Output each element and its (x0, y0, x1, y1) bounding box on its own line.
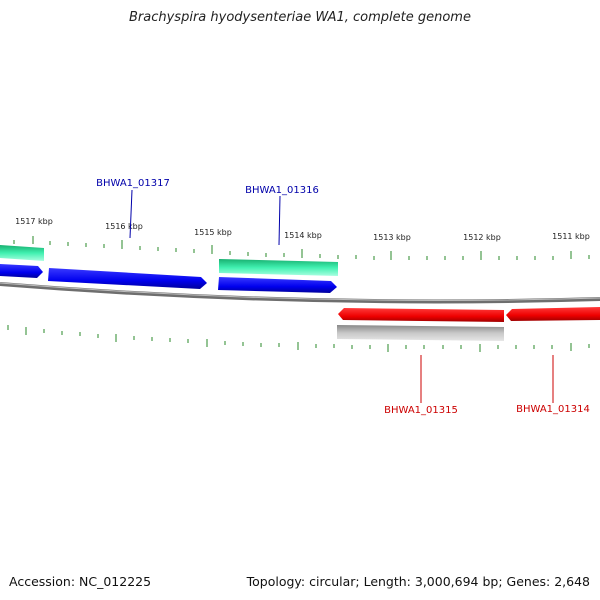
accession-label: Accession: NC_012225 (9, 574, 152, 589)
reverse-tick-marks (7, 325, 590, 352)
forward-cds-feature[interactable] (48, 268, 207, 289)
forward-cds-feature[interactable] (218, 277, 337, 293)
tick-label: 1511 kbp (552, 232, 590, 241)
gene-label[interactable]: BHWA1_01315 (384, 405, 458, 416)
map-title: Brachyspira hyodysenteriae WA1, complete… (129, 10, 471, 25)
tick-label: 1512 kbp (463, 233, 501, 242)
gene-label-connector (278, 195, 281, 246)
tick-label: 1515 kbp (194, 228, 232, 237)
reverse-gene-feature[interactable] (337, 325, 504, 341)
gene-label[interactable]: BHWA1_01317 (96, 178, 170, 189)
genome-summary: Topology: circular; Length: 3,000,694 bp… (246, 574, 590, 589)
gene-label[interactable]: BHWA1_01314 (516, 404, 590, 415)
genome-backbone-highlight (0, 282, 600, 301)
tick-label: 1517 kbp (15, 217, 53, 226)
reverse-cds-feature[interactable] (338, 308, 504, 322)
reverse-cds-feature[interactable] (506, 307, 600, 321)
tick-label: 1514 kbp (284, 231, 322, 240)
tick-label: 1513 kbp (373, 233, 411, 242)
gene-label-connector (129, 189, 133, 239)
forward-gene-feature[interactable] (219, 259, 338, 276)
tick-label: 1516 kbp (105, 222, 143, 231)
gene-label[interactable]: BHWA1_01316 (245, 185, 319, 196)
genome-backbone (0, 282, 600, 304)
forward-gene-feature[interactable] (0, 245, 44, 261)
forward-tick-marks (13, 236, 590, 260)
forward-cds-feature[interactable] (0, 264, 43, 278)
